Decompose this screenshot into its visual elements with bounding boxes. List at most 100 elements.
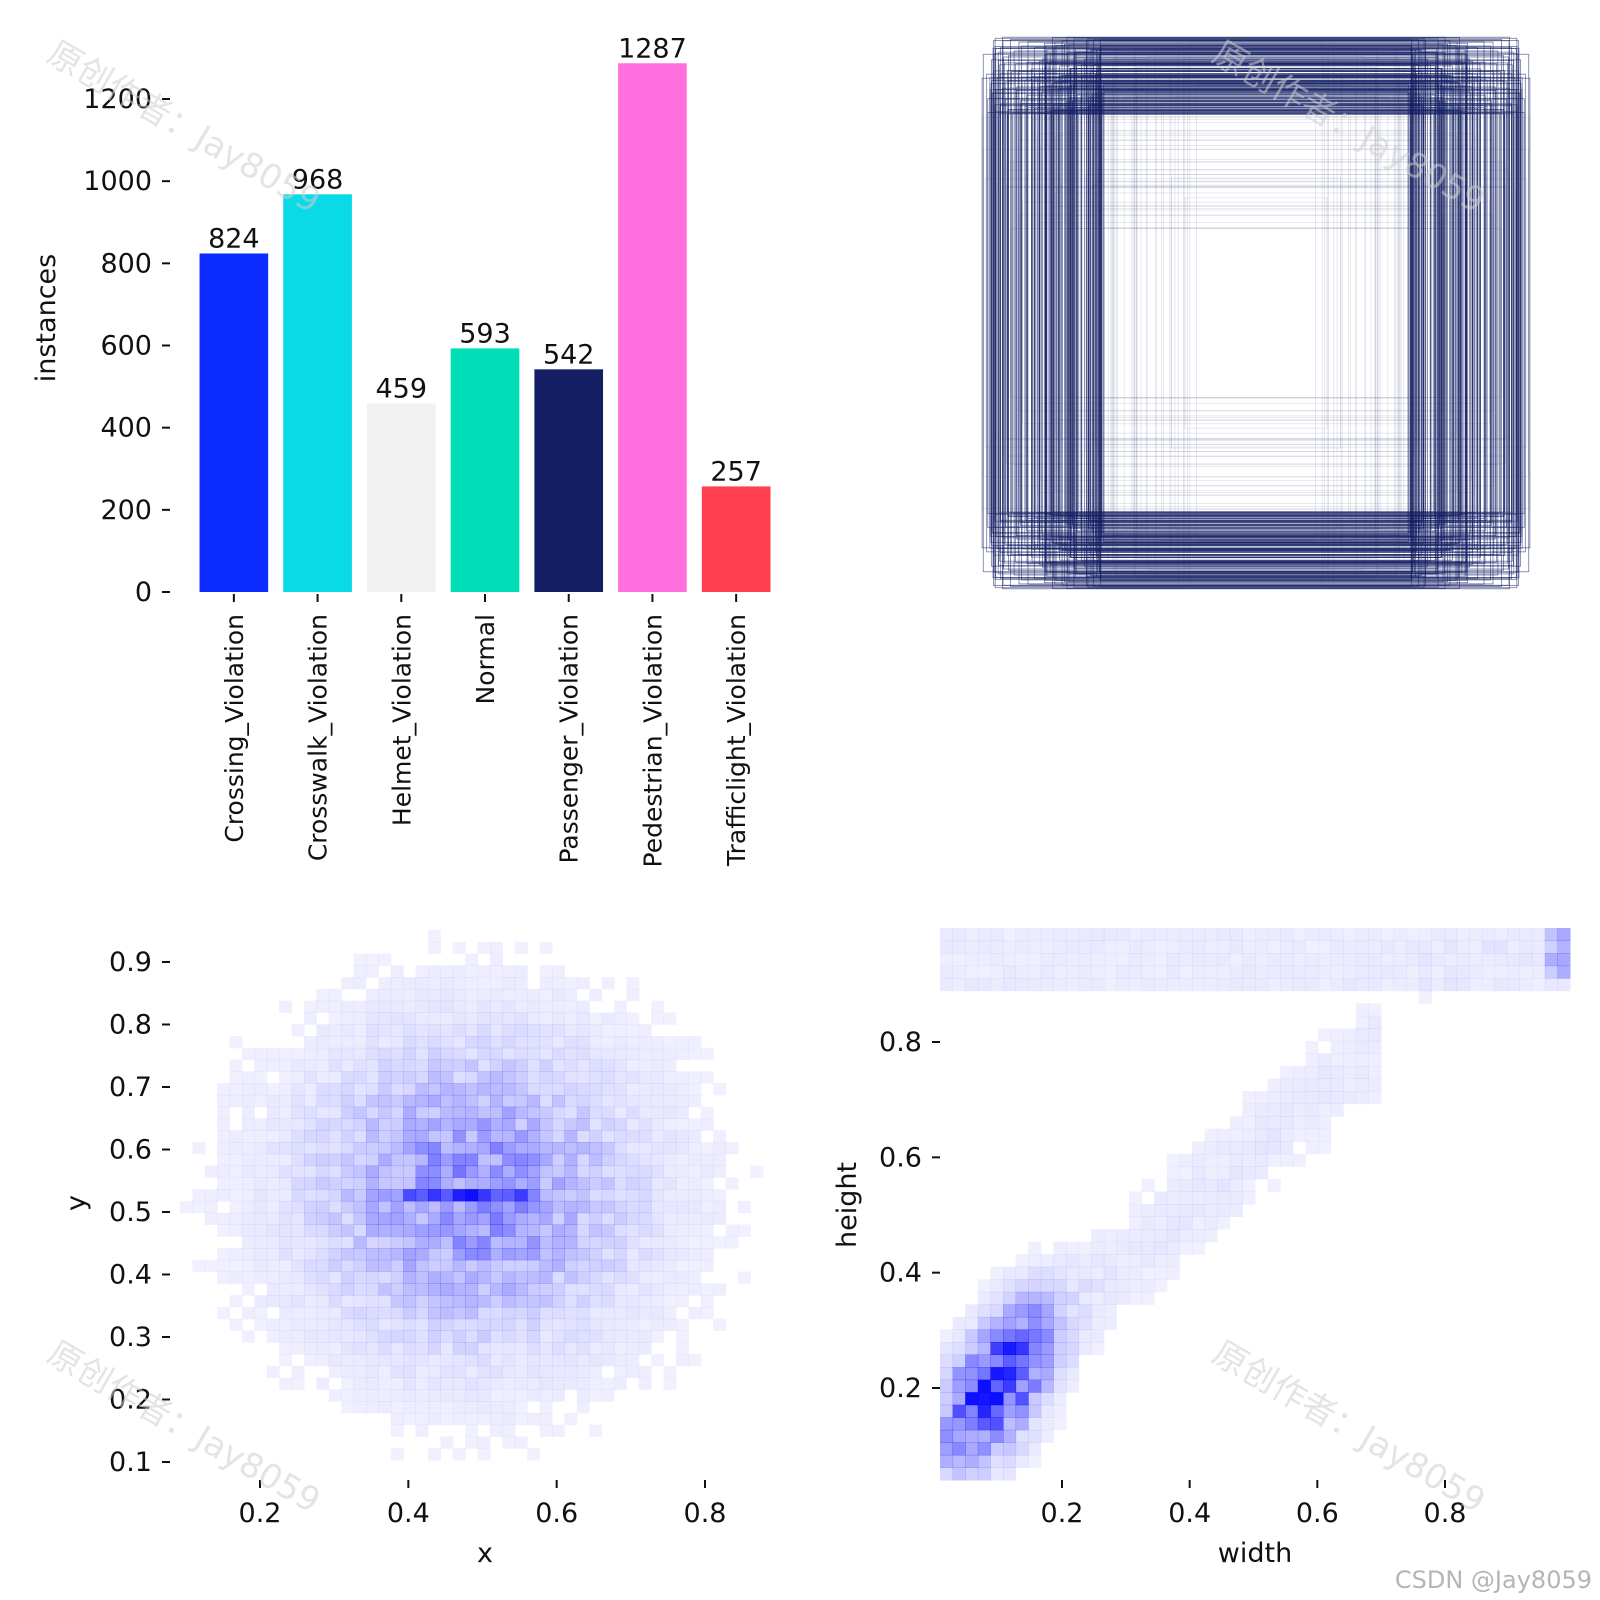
heatmap-cell [1091,928,1105,942]
credit-text: CSDN @Jay8059 [1395,1566,1592,1594]
heatmap-cell [1532,978,1546,992]
heatmap-cell [316,1354,330,1367]
heatmap-cell [552,1142,565,1155]
heatmap-cell [1280,953,1294,967]
heatmap-cell [576,1401,590,1414]
heatmap-cell [965,1367,979,1381]
heatmap-cell [192,1189,206,1202]
heatmap-cell [688,1142,702,1155]
heatmap-cell [403,1283,417,1296]
heatmap-cell [477,1283,491,1296]
heatmap-cell [1053,928,1067,942]
heatmap-cell [502,1059,516,1072]
heatmap-cell [428,1200,441,1214]
heatmap-cell [1292,1066,1306,1080]
heatmap-cell [366,1118,379,1131]
heatmap-cell [428,1071,441,1084]
heatmap-cell [440,1436,454,1449]
heatmap-cell [1267,1091,1281,1105]
heatmap-cell [403,1118,417,1131]
heatmap-cell [1544,928,1558,942]
heatmap-cell [1204,1216,1218,1230]
heatmap-cell [1481,940,1495,954]
heatmap-cell [1368,1066,1382,1080]
heatmap-cell [952,1316,966,1330]
heatmap-cell [527,1153,541,1167]
bar [450,348,520,592]
heatmap-cell [514,1330,528,1343]
heatmap-cell [990,965,1004,979]
heatmap-cell [638,1189,652,1202]
heatmap-cell [452,1271,466,1284]
heatmap-cell [390,1318,404,1331]
heatmap-cell [415,1330,429,1343]
heatmap-cell [1028,1254,1042,1268]
heatmap-cell [1179,1204,1193,1218]
heatmap-cell [527,1248,541,1261]
heatmap-cell [576,1130,590,1143]
box-outline [1110,91,1402,535]
box-outline [1054,135,1458,491]
heatmap-cell [514,1130,528,1143]
box-outline [1133,80,1379,546]
heatmap-cell [477,1295,491,1308]
heatmap-cell [440,1036,454,1049]
heatmap-cell [1040,940,1054,954]
heatmap-cell [390,1024,404,1037]
heatmap-cell [316,1236,330,1249]
heatmap-cell [576,1118,590,1131]
heatmap-cell [638,1142,652,1155]
box-outline [1058,75,1454,551]
heatmap-cell [1519,940,1533,954]
heatmap-cell [242,1283,255,1296]
heatmap-cell [614,1271,627,1284]
heatmap-cell [1368,940,1382,954]
heatmap-cell [1318,1028,1332,1042]
wh-x-axis-title: width [1218,1538,1292,1569]
heatmap-cell [1141,1216,1155,1230]
heatmap-cell [1204,1128,1218,1142]
heatmap-cell [279,1130,293,1143]
heatmap-cell [1368,1078,1382,1092]
heatmap-cell [316,1047,330,1061]
box-outline [1069,68,1443,558]
heatmap-cell [477,1083,491,1096]
heatmap-cell [378,1271,392,1284]
heatmap-cell [1040,1417,1054,1431]
heatmap-cell [266,1118,280,1131]
box-outline [1032,119,1480,507]
heatmap-cell [254,1153,268,1167]
box-outline [1079,116,1433,510]
heatmap-cell [353,1330,367,1343]
heatmap-cell [1444,928,1458,942]
heatmap-cell [1418,940,1432,954]
box-outline [1085,174,1427,452]
box-outline [1099,38,1413,588]
heatmap-cell [477,1000,491,1013]
heatmap-cell [1355,1003,1369,1017]
heatmap-cell [390,1377,404,1390]
heatmap-cell [1091,965,1105,979]
heatmap-cell [1355,1091,1369,1105]
heatmap-cell [490,1283,503,1296]
heatmap-cell [1040,1379,1054,1393]
heatmap-cell [713,1189,727,1202]
heatmap-cell [1494,940,1508,954]
heatmap-cell [1066,1316,1080,1330]
heatmap-cell [1066,1304,1080,1318]
heatmap-cell [316,1318,330,1331]
heatmap-cell [390,1354,404,1367]
box-outline [1021,76,1491,550]
bar-y-tick-label: 400 [100,413,152,444]
heatmap-cell [601,1142,615,1155]
xy-x-tick-label: 0.8 [684,1498,727,1529]
heatmap-cell [589,988,603,1002]
heatmap-cell [601,1118,615,1131]
heatmap-cell [1355,940,1369,954]
heatmap-cell [452,1094,466,1108]
heatmap-cell [316,1330,330,1343]
heatmap-cell [428,1448,441,1461]
heatmap-cell [452,1106,466,1119]
heatmap-cell [1015,1354,1029,1368]
